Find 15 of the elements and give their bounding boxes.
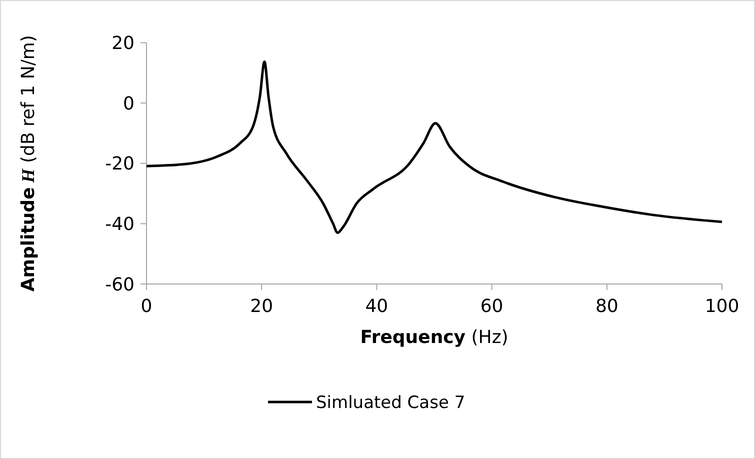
x-tick-label: 60 — [480, 296, 504, 317]
line-series — [145, 60, 724, 234]
x-tick-label: 20 — [250, 296, 274, 317]
x-axis-title: Frequency (Hz) — [360, 327, 508, 348]
x-tick-label: 80 — [595, 296, 618, 317]
y-axis-title: Amplitude H (dB ref 1 N/m) — [18, 35, 39, 292]
y-tick-label: 20 — [112, 33, 134, 54]
x-tick-label: 0 — [140, 296, 152, 317]
x-tick-label: 40 — [365, 296, 388, 317]
y-tick-label: -40 — [105, 214, 134, 235]
legend-label: Simluated Case 7 — [316, 392, 466, 413]
x-tick-label: 100 — [704, 296, 740, 317]
y-tick-label: 0 — [123, 93, 134, 114]
y-tick-label: -60 — [105, 274, 134, 296]
y-tick-label: -20 — [105, 154, 134, 175]
